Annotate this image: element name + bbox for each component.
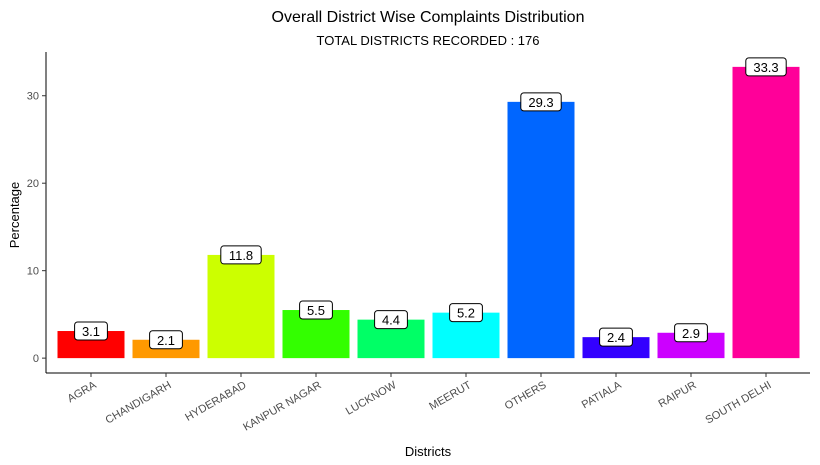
bar [732,66,800,359]
x-tick-label: AGRA [65,379,99,405]
data-label: 5.5 [307,303,325,318]
data-label-box [745,57,787,77]
data-label: 2.1 [157,333,175,348]
y-tick-label: 0 [33,353,39,365]
data-label: 2.4 [607,330,625,345]
data-label-box [520,92,562,112]
x-tick-label: HYDERABAD [183,379,248,424]
data-label: 5.2 [457,306,475,321]
data-label: 4.4 [382,313,400,328]
y-tick-label: 10 [27,266,39,278]
data-label: 11.8 [229,248,253,263]
data-label-box [74,321,108,341]
data-label: 33.3 [753,60,778,75]
x-tick-label: SOUTH DELHI [703,379,773,426]
x-axis-title: Districts [405,444,452,459]
data-label: 2.9 [682,326,700,341]
y-axis-title: Percentage [7,182,22,249]
data-label: 3.1 [82,324,100,339]
bar [507,101,575,359]
bar [207,254,275,359]
chart-subtitle: TOTAL DISTRICTS RECORDED : 176 [317,33,540,48]
x-tick-label: LUCKNOW [344,379,399,418]
data-label-box [674,323,708,343]
x-tick-label: KANPUR NAGAR [241,379,323,433]
data-label: 29.3 [528,95,553,110]
x-tick-label: RAIPUR [657,379,699,410]
plot-area: 0 10 20 30 3.1 AGRA 2.1 CHANDIGARH 11.8 HYDERABAD… [27,52,810,434]
data-label-box [599,327,633,347]
x-tick-label: OTHERS [503,379,549,412]
x-tick-label: CHANDIGARH [103,379,173,426]
x-tick-label: MEERUT [427,379,473,413]
data-label-box [220,245,262,265]
data-label-box [149,330,183,350]
chart-title: Overall District Wise Complaints Distrib… [272,9,585,26]
data-label-box [374,310,408,330]
x-tick-label: PATIALA [580,379,624,412]
y-tick-label: 20 [27,178,39,190]
y-tick-label: 30 [27,91,39,103]
data-label-box [299,300,333,320]
data-label-box [449,303,483,323]
